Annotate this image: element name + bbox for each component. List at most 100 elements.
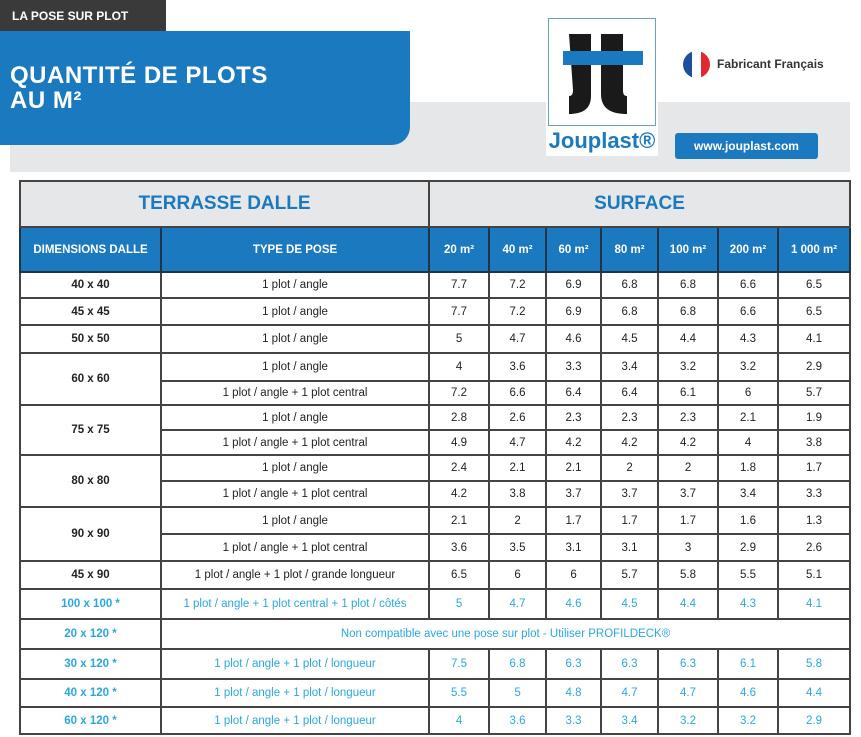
- column-header-dimensions: DIMENSIONS DALLE: [19, 226, 162, 273]
- value-cell: 3.6: [428, 533, 491, 562]
- pose-type-cell: 1 plot / angle: [159, 271, 431, 299]
- manufacturer-badge: Fabricant Français: [717, 57, 824, 71]
- value-cell: 2.3: [600, 404, 660, 431]
- table-row: 80 x 80 1 plot / angle 2.4 2.1 2.1 2 2 1.8 1.7: [19, 454, 852, 508]
- value-cell: 1.7: [545, 506, 603, 535]
- value-cell: 1.7: [657, 506, 720, 535]
- value-cell: 4.4: [777, 678, 852, 708]
- value-cell: 2.1: [545, 454, 603, 482]
- value-cell: 3.6: [488, 352, 548, 382]
- dimension-cell: 40 x 120 *: [19, 678, 162, 708]
- title-line-2: AU M²: [10, 87, 82, 114]
- table-row: 45 x 90 1 plot / angle + 1 plot / grande …: [19, 560, 852, 590]
- value-cell: 6.1: [657, 380, 720, 406]
- value-cell: 6.3: [545, 648, 603, 680]
- column-header-type: TYPE DE POSE: [159, 226, 431, 273]
- value-cell: 2.4: [428, 454, 491, 482]
- value-cell: 5: [428, 324, 491, 354]
- value-cell: 4.5: [600, 588, 660, 620]
- pose-type-cell: 1 plot / angle + 1 plot / longueur: [159, 678, 431, 708]
- value-cell: 4.6: [545, 588, 603, 620]
- table-row: 30 x 120 * 1 plot / angle + 1 plot / long…: [19, 648, 852, 680]
- value-cell: 6.8: [488, 648, 548, 680]
- value-cell: 3.2: [657, 352, 720, 382]
- value-cell: 6: [545, 560, 603, 590]
- value-cell: 1.6: [717, 506, 780, 535]
- value-cell: 3.3: [545, 706, 603, 735]
- brand-name: Jouplast®: [548, 128, 656, 153]
- value-cell: 2.1: [717, 404, 780, 431]
- value-cell: 4.2: [657, 429, 720, 456]
- column-header-surface: 80 m²: [600, 226, 660, 273]
- value-cell: 6.8: [657, 271, 720, 299]
- pose-type-cell: 1 plot / angle + 1 plot central: [159, 480, 431, 508]
- logo-mark: [548, 18, 656, 126]
- group-header-terrasse: TERRASSE DALLE: [18, 180, 431, 228]
- dimension-cell: 40 x 40: [19, 271, 162, 299]
- value-cell: 4.2: [545, 429, 603, 456]
- value-cell: 2.1: [488, 454, 548, 482]
- value-cell: 4.1: [777, 324, 852, 354]
- value-cell: 7.2: [488, 297, 548, 326]
- plots-quantity-table: TERRASSE DALLE SURFACE DIMENSIONS DALLE …: [18, 180, 852, 735]
- value-cell: 4: [428, 352, 491, 382]
- table-row: 50 x 50 1 plot / angle 5 4.7 4.6 4.5 4.4 4.3 4.1: [19, 324, 852, 354]
- pose-type-cell: 1 plot / angle: [159, 404, 431, 431]
- pose-type-cell: 1 plot / angle: [159, 352, 431, 382]
- value-cell: 4: [428, 706, 491, 735]
- table-row: 20 x 120 * Non compatible avec une pose s…: [19, 618, 852, 650]
- dimension-cell: 75 x 75: [19, 404, 162, 456]
- value-cell: 2.9: [717, 533, 780, 562]
- value-cell: 2.3: [545, 404, 603, 431]
- value-cell: 3.2: [717, 352, 780, 382]
- dimension-cell: 50 x 50: [19, 324, 162, 354]
- value-cell: 5.7: [777, 380, 852, 406]
- note-cell: Non compatible avec une pose sur plot - …: [159, 618, 852, 650]
- pose-type-cell: 1 plot / angle + 1 plot / longueur: [159, 706, 431, 735]
- value-cell: 5.1: [777, 560, 852, 590]
- pose-type-cell: 1 plot / angle + 1 plot / grande longueu…: [159, 560, 431, 590]
- column-header-surface: 100 m²: [657, 226, 720, 273]
- value-cell: 3.1: [600, 533, 660, 562]
- value-cell: 4.7: [488, 429, 548, 456]
- column-header-surface: 1 000 m²: [777, 226, 852, 273]
- pose-type-cell: 1 plot / angle + 1 plot central: [159, 429, 431, 456]
- dimension-cell: 60 x 120 *: [19, 706, 162, 735]
- value-cell: 1.7: [777, 454, 852, 482]
- dimension-cell: 100 x 100 *: [19, 588, 162, 620]
- value-cell: 1.7: [600, 506, 660, 535]
- dimension-cell: 45 x 90: [19, 560, 162, 590]
- value-cell: 4.2: [600, 429, 660, 456]
- dimension-cell: 45 x 45: [19, 297, 162, 326]
- value-cell: 4.7: [488, 588, 548, 620]
- value-cell: 2.6: [488, 404, 548, 431]
- value-cell: 1.8: [717, 454, 780, 482]
- website-link[interactable]: www.jouplast.com: [675, 133, 818, 159]
- value-cell: 2.9: [777, 352, 852, 382]
- value-cell: 3.8: [488, 480, 548, 508]
- value-cell: 4: [717, 429, 780, 456]
- pose-type-cell: 1 plot / angle: [159, 506, 431, 535]
- page-title: QUANTITÉ DE PLOTS AU M²: [0, 31, 410, 145]
- value-cell: 3.5: [488, 533, 548, 562]
- value-cell: 3: [657, 533, 720, 562]
- value-cell: 7.2: [488, 271, 548, 299]
- value-cell: 7.7: [428, 271, 491, 299]
- table-row: 1 plot / angle + 1 plot central 3.6 3.5 3.1…: [20, 533, 852, 562]
- pose-type-cell: 1 plot / angle: [159, 454, 431, 482]
- table-row: 60 x 60 1 plot / angle 4 3.6 3.3 3.4 3.2 3.2 2.9: [19, 352, 852, 406]
- value-cell: 4.6: [545, 324, 603, 354]
- value-cell: 4.8: [545, 678, 603, 708]
- value-cell: 6.3: [600, 648, 660, 680]
- group-header-surface: SURFACE: [428, 180, 852, 228]
- value-cell: 4.7: [657, 678, 720, 708]
- table-row: 1 plot / angle + 1 plot central 4.2 3.8 3.7…: [20, 480, 852, 508]
- column-header-surface: 200 m²: [717, 226, 780, 273]
- title-line-1: QUANTITÉ DE PLOTS: [10, 62, 268, 89]
- table-row: 100 x 100 * 1 plot / angle + 1 plot centr…: [19, 588, 852, 620]
- value-cell: 4.9: [428, 429, 491, 456]
- jouplast-logo: Jouplast®: [546, 18, 658, 156]
- value-cell: 4.7: [600, 678, 660, 708]
- value-cell: 6.4: [545, 380, 603, 406]
- value-cell: 2: [600, 454, 660, 482]
